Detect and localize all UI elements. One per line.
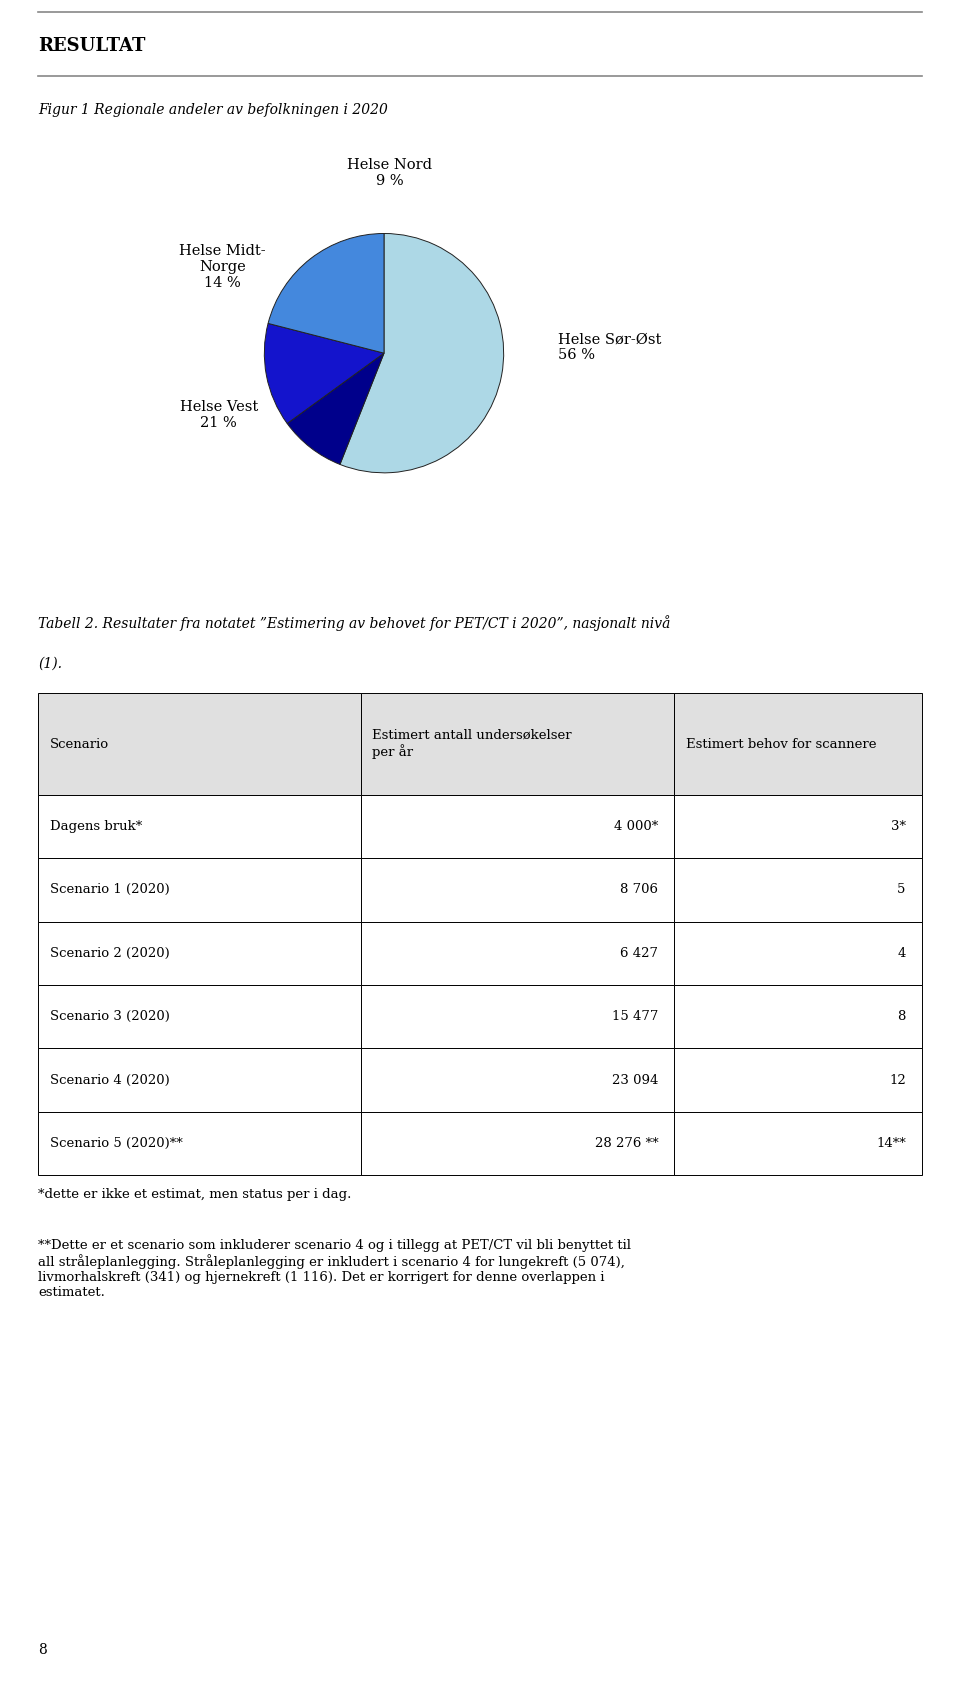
FancyBboxPatch shape [361, 1048, 674, 1113]
Text: Scenario 1 (2020): Scenario 1 (2020) [50, 883, 170, 896]
Text: Tabell 2. Resultater fra notatet ”Estimering av behovet for PET/CT i 2020”, nasj: Tabell 2. Resultater fra notatet ”Estime… [38, 616, 671, 631]
FancyBboxPatch shape [674, 1113, 922, 1175]
Text: 6 427: 6 427 [620, 947, 659, 960]
Wedge shape [340, 233, 504, 473]
Text: **Dette er et scenario som inkluderer scenario 4 og i tillegg at PET/CT vil bli : **Dette er et scenario som inkluderer sc… [38, 1238, 632, 1299]
Text: 23 094: 23 094 [612, 1074, 659, 1087]
Text: 8 706: 8 706 [620, 883, 659, 896]
FancyBboxPatch shape [674, 857, 922, 922]
Text: Helse Sør-Øst
56 %: Helse Sør-Øst 56 % [558, 331, 660, 362]
Text: Helse Vest
21 %: Helse Vest 21 % [180, 401, 258, 431]
Text: 28 276 **: 28 276 ** [595, 1136, 659, 1150]
Text: Estimert antall undersøkelser
per år: Estimert antall undersøkelser per år [372, 729, 572, 759]
FancyBboxPatch shape [674, 1048, 922, 1113]
Text: Scenario 4 (2020): Scenario 4 (2020) [50, 1074, 170, 1087]
FancyBboxPatch shape [38, 984, 361, 1048]
FancyBboxPatch shape [361, 922, 674, 984]
FancyBboxPatch shape [361, 984, 674, 1048]
FancyBboxPatch shape [674, 795, 922, 857]
Text: 4: 4 [898, 947, 905, 960]
Text: Scenario 2 (2020): Scenario 2 (2020) [50, 947, 170, 960]
Text: 3*: 3* [891, 820, 905, 834]
FancyBboxPatch shape [38, 795, 361, 857]
FancyBboxPatch shape [361, 1113, 674, 1175]
Wedge shape [264, 323, 384, 423]
FancyBboxPatch shape [38, 922, 361, 984]
Wedge shape [287, 353, 384, 465]
Text: Helse Nord
9 %: Helse Nord 9 % [348, 157, 433, 188]
Text: Scenario 5 (2020)**: Scenario 5 (2020)** [50, 1136, 182, 1150]
FancyBboxPatch shape [38, 1113, 361, 1175]
FancyBboxPatch shape [674, 693, 922, 795]
Text: 15 477: 15 477 [612, 1010, 659, 1023]
FancyBboxPatch shape [674, 922, 922, 984]
Text: 14**: 14** [876, 1136, 905, 1150]
FancyBboxPatch shape [38, 1048, 361, 1113]
FancyBboxPatch shape [38, 857, 361, 922]
Text: Scenario: Scenario [50, 737, 109, 751]
Text: 5: 5 [898, 883, 905, 896]
Text: Helse Midt-
Norge
14 %: Helse Midt- Norge 14 % [180, 244, 266, 291]
Text: 12: 12 [889, 1074, 905, 1087]
Text: Figur 1 Regionale andeler av befolkningen i 2020: Figur 1 Regionale andeler av befolkninge… [38, 103, 388, 117]
Text: 8: 8 [898, 1010, 905, 1023]
Text: Scenario 3 (2020): Scenario 3 (2020) [50, 1010, 170, 1023]
Text: RESULTAT: RESULTAT [38, 37, 146, 56]
Text: Estimert behov for scannere: Estimert behov for scannere [685, 737, 876, 751]
FancyBboxPatch shape [361, 857, 674, 922]
FancyBboxPatch shape [38, 693, 361, 795]
Text: *dette er ikke et estimat, men status per i dag.: *dette er ikke et estimat, men status pe… [38, 1187, 351, 1201]
FancyBboxPatch shape [674, 984, 922, 1048]
FancyBboxPatch shape [361, 693, 674, 795]
Text: 4 000*: 4 000* [614, 820, 659, 834]
Text: (1).: (1). [38, 656, 62, 671]
Wedge shape [268, 233, 384, 353]
Text: Dagens bruk*: Dagens bruk* [50, 820, 142, 834]
Text: 8: 8 [38, 1642, 47, 1657]
FancyBboxPatch shape [361, 795, 674, 857]
